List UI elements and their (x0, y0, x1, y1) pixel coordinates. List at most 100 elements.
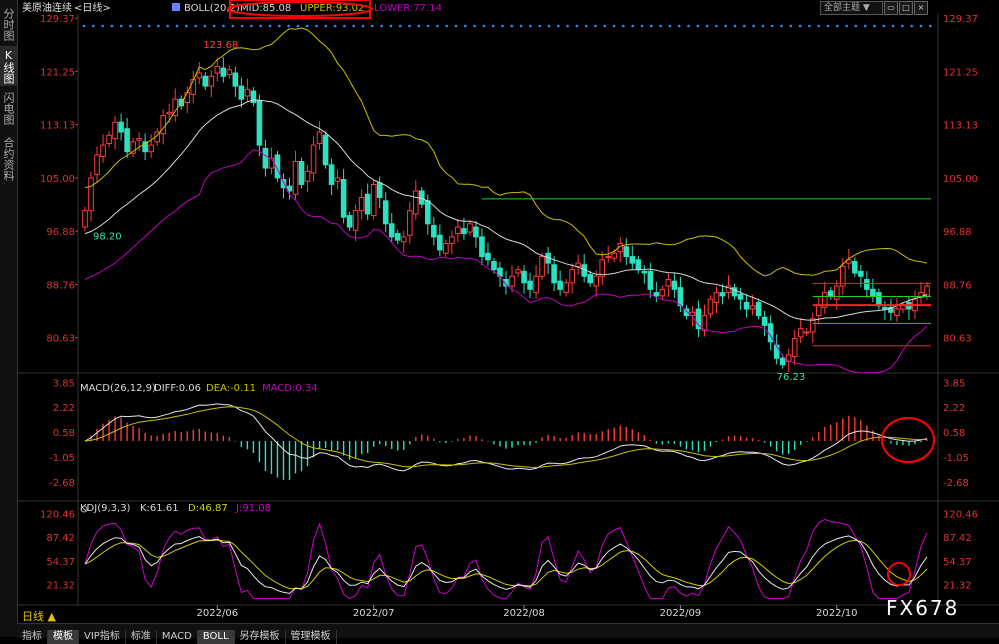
signal-dot (250, 24, 253, 28)
tab-contract-info[interactable]: 合约资料 (2, 137, 15, 181)
candle-body (400, 236, 407, 243)
tab-flash-chart[interactable]: 闪电图 (2, 91, 15, 125)
signal-dot (696, 24, 700, 28)
signal-dot (873, 24, 876, 28)
candle-body (94, 154, 100, 176)
macd-label: MACD(26,12,9) (80, 383, 156, 394)
candle-body (707, 298, 714, 315)
tab-manage-templates[interactable]: 管理模板 (286, 630, 337, 644)
signal-dot (789, 24, 793, 28)
candle-body (635, 259, 642, 271)
signal-dot (426, 24, 430, 28)
tab-vip-indicators[interactable]: VIP指标 (79, 630, 126, 644)
tab-macd[interactable]: MACD (157, 630, 198, 644)
signal-dot (464, 24, 467, 28)
header-highlight-box (229, 0, 371, 19)
signal-dot (408, 24, 411, 28)
candle-body (388, 223, 395, 238)
signal-dot (324, 24, 328, 28)
candle-body (214, 65, 221, 74)
candle-body (809, 318, 816, 333)
candle-body (569, 269, 575, 284)
boll-mid-line (84, 99, 928, 321)
candle-body (208, 75, 215, 87)
macd-diff-value: DIFF:0.06 (154, 383, 201, 394)
signal-dot (343, 24, 346, 28)
candle-body (557, 280, 563, 290)
candle-body (821, 292, 828, 308)
candle-body (455, 226, 461, 235)
theme-dropdown[interactable]: 全部主题 ▼ (820, 1, 883, 15)
candle-body (623, 246, 630, 258)
tab-kline[interactable]: K线图 (0, 46, 17, 86)
candle-body (280, 179, 287, 189)
signal-dot (194, 24, 197, 28)
y-tick-label: 88.76 (46, 280, 75, 291)
candle-body (882, 306, 888, 310)
period-button[interactable]: 日线 ▲ (22, 610, 56, 623)
tab-standard[interactable]: 标准 (126, 630, 157, 644)
candle-body (815, 305, 822, 317)
signal-dot (612, 24, 616, 28)
candle-body (713, 292, 720, 303)
candle-body (761, 316, 768, 326)
candle-body (425, 200, 431, 225)
macd-dea-line (84, 406, 928, 469)
candle-body (106, 134, 112, 144)
watermark: FX678 (886, 596, 960, 620)
candle-body (124, 128, 130, 153)
signal-dot (138, 24, 142, 28)
macd-y-tick-right: 0.58 (943, 428, 965, 439)
boll-upper-value: UPPER:93.02 (300, 3, 364, 14)
y-tick-label-right: 121.25 (943, 67, 978, 78)
signal-dot (315, 24, 318, 28)
y-tick-label-right: 88.76 (943, 280, 972, 291)
candle-body (689, 311, 696, 317)
candle-body (551, 264, 557, 284)
signal-dot (584, 24, 588, 28)
signal-dot (473, 24, 476, 28)
kdj-y-tick: 21.32 (46, 581, 75, 592)
signal-dot (157, 24, 160, 28)
tab-indicators[interactable]: 指标 (17, 630, 48, 644)
candle-body (864, 279, 870, 290)
candle-body (431, 224, 437, 238)
candle-body (797, 328, 804, 338)
candle-body (352, 210, 359, 231)
signal-dot (901, 24, 904, 28)
kdj-d-line (84, 539, 928, 590)
window-icon[interactable]: □ (899, 1, 913, 15)
close-icon[interactable]: × (914, 1, 928, 15)
signal-dot (82, 24, 86, 28)
signal-dot (129, 24, 132, 28)
candle-body (719, 292, 726, 297)
kdj-y-tick: 120.46 (40, 509, 75, 520)
signal-dot (798, 24, 802, 28)
period-label-text: <日线> (74, 1, 111, 14)
tab-templates[interactable]: 模板 (48, 630, 79, 644)
signal-dot (231, 24, 235, 28)
bottom-tab-bar: 指标 模板 VIP指标 标准 MACD BOLL 另存模板 管理模板 (17, 623, 999, 644)
candle-body (647, 270, 654, 290)
signal-dot (687, 24, 690, 28)
candle-body (894, 308, 900, 317)
tab-time-sharing[interactable]: 分时图 (2, 7, 15, 41)
signal-dot (259, 24, 263, 28)
candle-body (467, 223, 473, 233)
candle-body (238, 85, 245, 100)
tab-boll[interactable]: BOLL (197, 630, 235, 644)
tab-save-template[interactable]: 另存模板 (235, 630, 286, 644)
restore-icon[interactable]: ▭ (884, 1, 898, 15)
signal-dot (770, 24, 774, 28)
candle-body (641, 270, 648, 274)
signal-dot (212, 24, 216, 28)
candle-body (322, 134, 329, 166)
candle-body (485, 252, 491, 261)
signal-dot (361, 24, 365, 28)
candle-body (629, 256, 636, 264)
signal-dot (119, 24, 123, 28)
boll-mid-value: MID:85.08 (240, 3, 291, 14)
candle-body (136, 138, 142, 141)
signal-dot (677, 24, 681, 28)
